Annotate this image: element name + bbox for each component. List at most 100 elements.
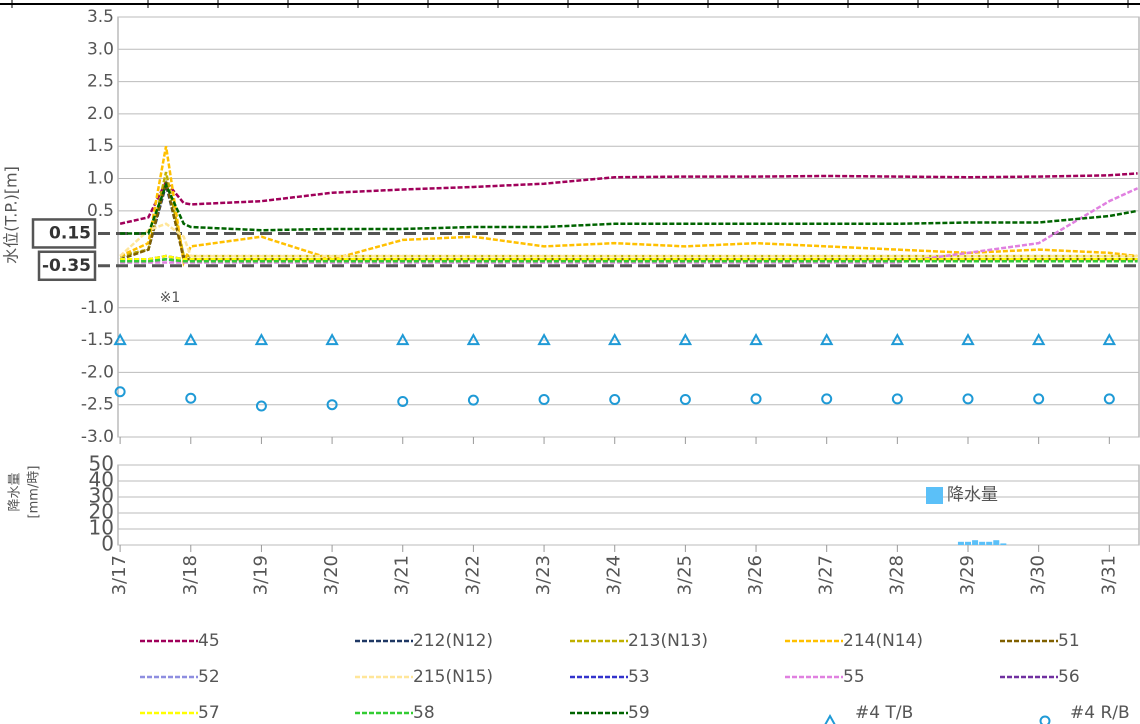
marker [890, 333, 905, 346]
marker [1102, 333, 1117, 346]
x-tick-label: 3/31 [1098, 555, 1119, 595]
marker [326, 399, 338, 411]
y-tick-label: 50 [89, 452, 114, 476]
reference-box [31, 218, 97, 249]
x-tick-label: 3/27 [816, 555, 837, 595]
marker [396, 333, 410, 346]
y-axis-unit: [mm/時] [27, 466, 42, 519]
line [120, 187, 1139, 264]
marker [113, 333, 127, 346]
bar [986, 541, 993, 545]
legend-label: 57 [198, 703, 220, 723]
line [119, 172, 1138, 225]
line [120, 254, 1138, 261]
marker [891, 393, 903, 405]
x-tick-label: 3/30 [1028, 555, 1049, 595]
y-tick-label: -1.5 [81, 330, 114, 350]
y-tick-label: 20 [89, 500, 114, 524]
y-tick-label: -1.0 [81, 298, 114, 318]
plot-frame [117, 16, 1140, 438]
marker [750, 393, 762, 405]
line [120, 258, 1138, 263]
marker [254, 333, 269, 346]
x-tick-label: 3/20 [321, 555, 342, 595]
marker [185, 392, 197, 404]
line [119, 146, 1138, 267]
x-tick-label: 3/22 [462, 555, 483, 595]
y-tick-label: 0.5 [87, 201, 114, 221]
y-tick-label: 3.0 [87, 39, 114, 59]
bar [965, 541, 972, 545]
bar [979, 541, 986, 545]
marker [608, 333, 622, 346]
marker [749, 333, 763, 346]
reference-box [37, 250, 97, 282]
y-tick-label: 2.0 [87, 104, 114, 124]
legend-label: #4 R/B [1070, 703, 1130, 723]
marker [678, 333, 693, 346]
y-tick-label: 10 [89, 516, 114, 540]
y-tick-label: 1.5 [87, 136, 114, 156]
bar [1000, 543, 1007, 545]
marker [537, 333, 551, 346]
legend-marker [1039, 715, 1051, 724]
x-tick-label: 3/21 [392, 555, 413, 595]
y-tick-label: 0 [101, 532, 114, 556]
legend-label: 59 [628, 703, 650, 723]
x-tick-label: 3/25 [674, 555, 695, 595]
y-tick-label: 40 [89, 468, 114, 492]
line [120, 181, 1138, 235]
marker [609, 394, 621, 406]
y-tick-label: 30 [89, 484, 114, 508]
y-tick-label: 1.0 [87, 169, 114, 189]
marker [538, 394, 550, 406]
legend-label: #4 T/B [855, 703, 913, 723]
line [119, 222, 1138, 258]
marker [821, 393, 833, 405]
y-axis-label: 水位(T.P.)[m] [2, 166, 21, 264]
marker [467, 394, 479, 406]
marker [961, 333, 975, 346]
x-tick-label: 3/24 [604, 555, 625, 595]
x-tick-label: 3/18 [180, 555, 201, 595]
y-tick-label: 2.5 [87, 72, 114, 92]
plot-frame [117, 464, 1140, 546]
annotation: ※1 [160, 290, 181, 306]
bar [957, 541, 964, 545]
marker [397, 395, 409, 407]
legend-label: 降水量 [947, 485, 998, 505]
y-tick-label: 3.5 [87, 7, 114, 27]
marker [325, 333, 339, 346]
legend-swatch [926, 487, 943, 504]
legend-label: 45 [198, 631, 220, 651]
marker [466, 333, 481, 346]
legend-label: 215(N15) [413, 667, 493, 687]
x-tick-label: 3/26 [745, 555, 766, 595]
y-tick-label: -3.0 [81, 427, 114, 447]
legend-label: 56 [1058, 667, 1080, 687]
header-strip [0, 0, 1140, 8]
marker [1031, 333, 1046, 346]
legend-label: 52 [198, 667, 220, 687]
marker [819, 333, 834, 346]
line [119, 181, 1138, 261]
x-tick-label: 3/17 [109, 555, 130, 595]
marker [962, 393, 974, 405]
legend-label: 51 [1058, 631, 1080, 651]
legend-label: 58 [413, 703, 435, 723]
bar [993, 540, 1000, 545]
y-tick-label: -2.0 [81, 362, 114, 382]
marker [114, 386, 126, 398]
bar [972, 540, 979, 545]
x-tick-label: 3/28 [886, 555, 907, 595]
legend-label: 212(N12) [413, 631, 493, 651]
marker [679, 394, 691, 406]
legend-label: 55 [843, 667, 865, 687]
marker [1103, 393, 1115, 405]
x-tick-label: 3/19 [250, 555, 271, 595]
marker [184, 333, 198, 346]
marker [1033, 393, 1045, 405]
legend-label: 53 [628, 667, 650, 687]
x-tick-label: 3/23 [533, 555, 554, 595]
